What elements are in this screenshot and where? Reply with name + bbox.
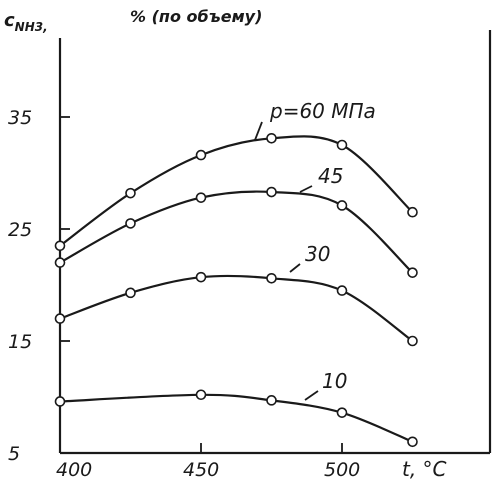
y-tick-label: 15 <box>8 331 32 353</box>
series-leader <box>299 185 313 193</box>
series-leader <box>304 390 319 401</box>
data-point <box>54 313 66 324</box>
data-point <box>54 257 66 268</box>
points <box>54 132 418 448</box>
data-point <box>407 267 418 278</box>
data-point <box>125 218 136 229</box>
y-tick-label: 5 <box>8 443 20 465</box>
data-point <box>336 407 348 418</box>
data-point <box>266 186 277 198</box>
data-point <box>195 271 207 283</box>
x-axis-label: t, °C <box>402 457 447 481</box>
data-point <box>336 200 348 211</box>
series-leader <box>289 263 301 273</box>
data-point <box>266 395 277 406</box>
x-tick-label: 500 <box>324 459 360 481</box>
curves <box>59 135 414 443</box>
data-point <box>266 132 277 144</box>
series-line <box>59 274 414 342</box>
y-tick-label: 35 <box>8 107 32 129</box>
data-point <box>336 285 348 296</box>
data-point <box>407 335 418 347</box>
x-tick-label: 400 <box>56 459 92 481</box>
data-point <box>54 240 66 252</box>
data-point <box>195 149 207 161</box>
series-line <box>59 190 414 274</box>
series-label: p=60 МПа <box>269 99 376 123</box>
series-labels: p=60 МПа 45 30 10 <box>254 99 376 401</box>
data-point <box>195 192 207 203</box>
series-line <box>59 135 414 247</box>
y-tick-label: 25 <box>8 219 32 241</box>
data-point <box>125 287 136 299</box>
x-tick-label: 450 <box>183 459 219 481</box>
ticks: 5 15 25 35 400 450 500 <box>8 107 360 481</box>
series-label: 45 <box>318 164 343 188</box>
data-point <box>336 139 348 151</box>
data-point <box>195 389 207 401</box>
data-point <box>407 436 418 448</box>
data-point <box>125 187 136 199</box>
data-point <box>407 206 418 218</box>
series-label: 10 <box>322 369 347 393</box>
series-label: 30 <box>305 242 330 266</box>
y-axis-label: cNH3, <box>4 10 48 34</box>
series-line <box>59 393 413 443</box>
series-leader <box>254 121 263 141</box>
data-point <box>266 272 277 284</box>
y-axis-unit: % (по объему) <box>130 7 262 26</box>
data-point <box>54 396 66 407</box>
